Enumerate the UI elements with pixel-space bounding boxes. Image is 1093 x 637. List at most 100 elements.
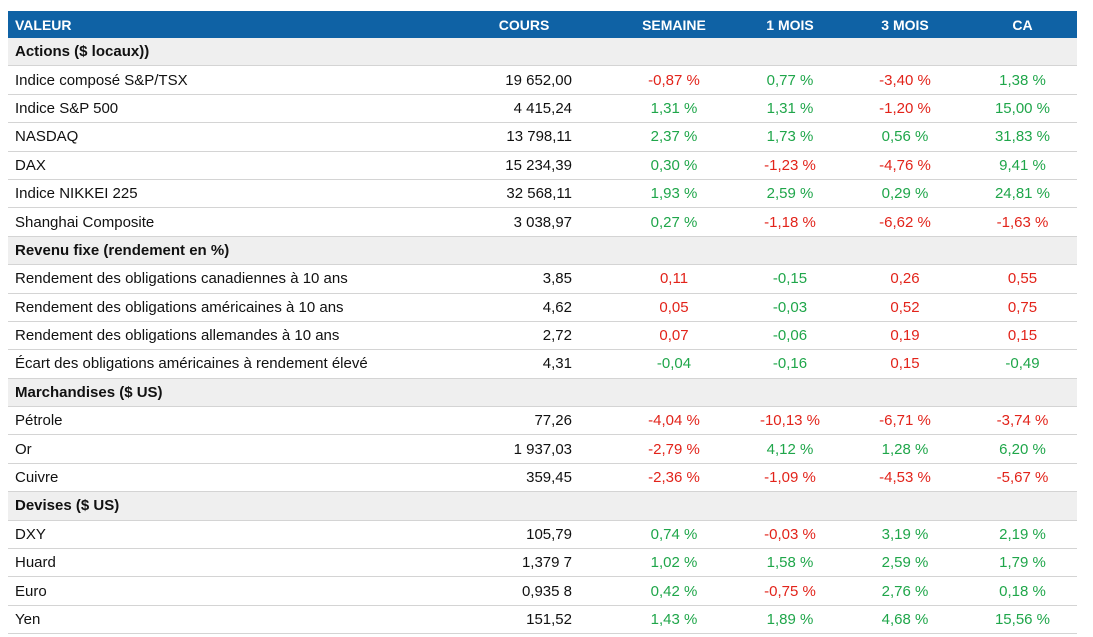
data-row: Huard1,379 71,02 %1,58 %2,59 %1,79 % (8, 549, 1077, 577)
change-cell: -10,13 % (738, 407, 842, 435)
data-row: Euro0,935 80,42 %-0,75 %2,76 %0,18 % (8, 577, 1077, 605)
data-row: Yen151,521,43 %1,89 %4,68 %15,56 % (8, 605, 1077, 633)
change-cell: -1,18 % (738, 208, 842, 236)
data-row: Or1 937,03-2,79 %4,12 %1,28 %6,20 % (8, 435, 1077, 463)
data-row: NASDAQ13 798,112,37 %1,73 %0,56 %31,83 % (8, 123, 1077, 151)
change-cell: -1,20 % (842, 94, 968, 122)
column-header: COURS (438, 11, 610, 38)
section-row: Marchandises ($ US) (8, 378, 1077, 406)
change-cell: -1,63 % (968, 208, 1077, 236)
change-cell: 1,31 % (738, 94, 842, 122)
change-cell: 2,19 % (968, 520, 1077, 548)
change-cell: -4,76 % (842, 151, 968, 179)
change-cell: 1,02 % (610, 549, 738, 577)
row-label: Euro (8, 577, 438, 605)
change-cell: 0,05 (610, 293, 738, 321)
change-cell: 0,15 (842, 350, 968, 378)
change-cell: -0,03 % (738, 520, 842, 548)
table-body: Actions ($ locaux))Indice composé S&P/TS… (8, 38, 1077, 634)
data-row: Rendement des obligations allemandes à 1… (8, 321, 1077, 349)
change-cell: -2,79 % (610, 435, 738, 463)
section-title: Actions ($ locaux)) (8, 38, 1077, 66)
change-cell: 15,56 % (968, 605, 1077, 633)
change-cell: -0,75 % (738, 577, 842, 605)
change-cell: 0,74 % (610, 520, 738, 548)
price: 13 798,11 (438, 123, 610, 151)
change-cell: 0,15 (968, 321, 1077, 349)
change-cell: -4,53 % (842, 463, 968, 491)
change-cell: 0,52 (842, 293, 968, 321)
row-label: Rendement des obligations allemandes à 1… (8, 321, 438, 349)
change-cell: 0,11 (610, 265, 738, 293)
change-cell: 0,75 (968, 293, 1077, 321)
change-cell: 2,59 % (738, 179, 842, 207)
change-cell: 9,41 % (968, 151, 1077, 179)
column-header: 1 MOIS (738, 11, 842, 38)
change-cell: -4,04 % (610, 407, 738, 435)
section-row: Actions ($ locaux)) (8, 38, 1077, 66)
market-table: VALEURCOURSSEMAINE1 MOIS3 MOISCA Actions… (8, 11, 1077, 634)
change-cell: -0,49 (968, 350, 1077, 378)
change-cell: -0,03 (738, 293, 842, 321)
row-label: Pétrole (8, 407, 438, 435)
change-cell: 1,43 % (610, 605, 738, 633)
change-cell: 2,59 % (842, 549, 968, 577)
change-cell: 1,79 % (968, 549, 1077, 577)
change-cell: 1,31 % (610, 94, 738, 122)
change-cell: -0,04 (610, 350, 738, 378)
change-cell: 0,07 (610, 321, 738, 349)
change-cell: 1,38 % (968, 66, 1077, 94)
price: 105,79 (438, 520, 610, 548)
data-row: Shanghai Composite3 038,970,27 %-1,18 %-… (8, 208, 1077, 236)
change-cell: -3,74 % (968, 407, 1077, 435)
change-cell: -1,23 % (738, 151, 842, 179)
data-row: Écart des obligations américaines à rend… (8, 350, 1077, 378)
change-cell: 1,58 % (738, 549, 842, 577)
row-label: Shanghai Composite (8, 208, 438, 236)
row-label: Or (8, 435, 438, 463)
data-row: Indice NIKKEI 22532 568,111,93 %2,59 %0,… (8, 179, 1077, 207)
row-label: NASDAQ (8, 123, 438, 151)
data-row: Pétrole77,26-4,04 %-10,13 %-6,71 %-3,74 … (8, 407, 1077, 435)
change-cell: -0,15 (738, 265, 842, 293)
change-cell: 0,19 (842, 321, 968, 349)
data-row: DXY105,790,74 %-0,03 %3,19 %2,19 % (8, 520, 1077, 548)
change-cell: -0,06 (738, 321, 842, 349)
change-cell: 4,12 % (738, 435, 842, 463)
change-cell: 0,18 % (968, 577, 1077, 605)
data-row: Indice composé S&P/TSX19 652,00-0,87 %0,… (8, 66, 1077, 94)
price: 15 234,39 (438, 151, 610, 179)
change-cell: 0,30 % (610, 151, 738, 179)
price: 3 038,97 (438, 208, 610, 236)
section-title: Marchandises ($ US) (8, 378, 1077, 406)
change-cell: 1,93 % (610, 179, 738, 207)
change-cell: -0,16 (738, 350, 842, 378)
row-label: DAX (8, 151, 438, 179)
change-cell: 24,81 % (968, 179, 1077, 207)
price: 0,935 8 (438, 577, 610, 605)
change-cell: 0,77 % (738, 66, 842, 94)
row-label: Cuivre (8, 463, 438, 491)
price: 4,31 (438, 350, 610, 378)
data-row: Rendement des obligations canadiennes à … (8, 265, 1077, 293)
price: 2,72 (438, 321, 610, 349)
change-cell: -0,87 % (610, 66, 738, 94)
price: 3,85 (438, 265, 610, 293)
row-label: Écart des obligations américaines à rend… (8, 350, 438, 378)
row-label: Huard (8, 549, 438, 577)
row-label: Indice composé S&P/TSX (8, 66, 438, 94)
change-cell: 0,29 % (842, 179, 968, 207)
row-label: Rendement des obligations canadiennes à … (8, 265, 438, 293)
change-cell: 3,19 % (842, 520, 968, 548)
price: 151,52 (438, 605, 610, 633)
section-row: Revenu fixe (rendement en %) (8, 236, 1077, 264)
price: 32 568,11 (438, 179, 610, 207)
section-title: Revenu fixe (rendement en %) (8, 236, 1077, 264)
change-cell: 0,42 % (610, 577, 738, 605)
change-cell: -6,62 % (842, 208, 968, 236)
price: 1,379 7 (438, 549, 610, 577)
change-cell: 0,55 (968, 265, 1077, 293)
change-cell: 1,28 % (842, 435, 968, 463)
row-label: Indice S&P 500 (8, 94, 438, 122)
